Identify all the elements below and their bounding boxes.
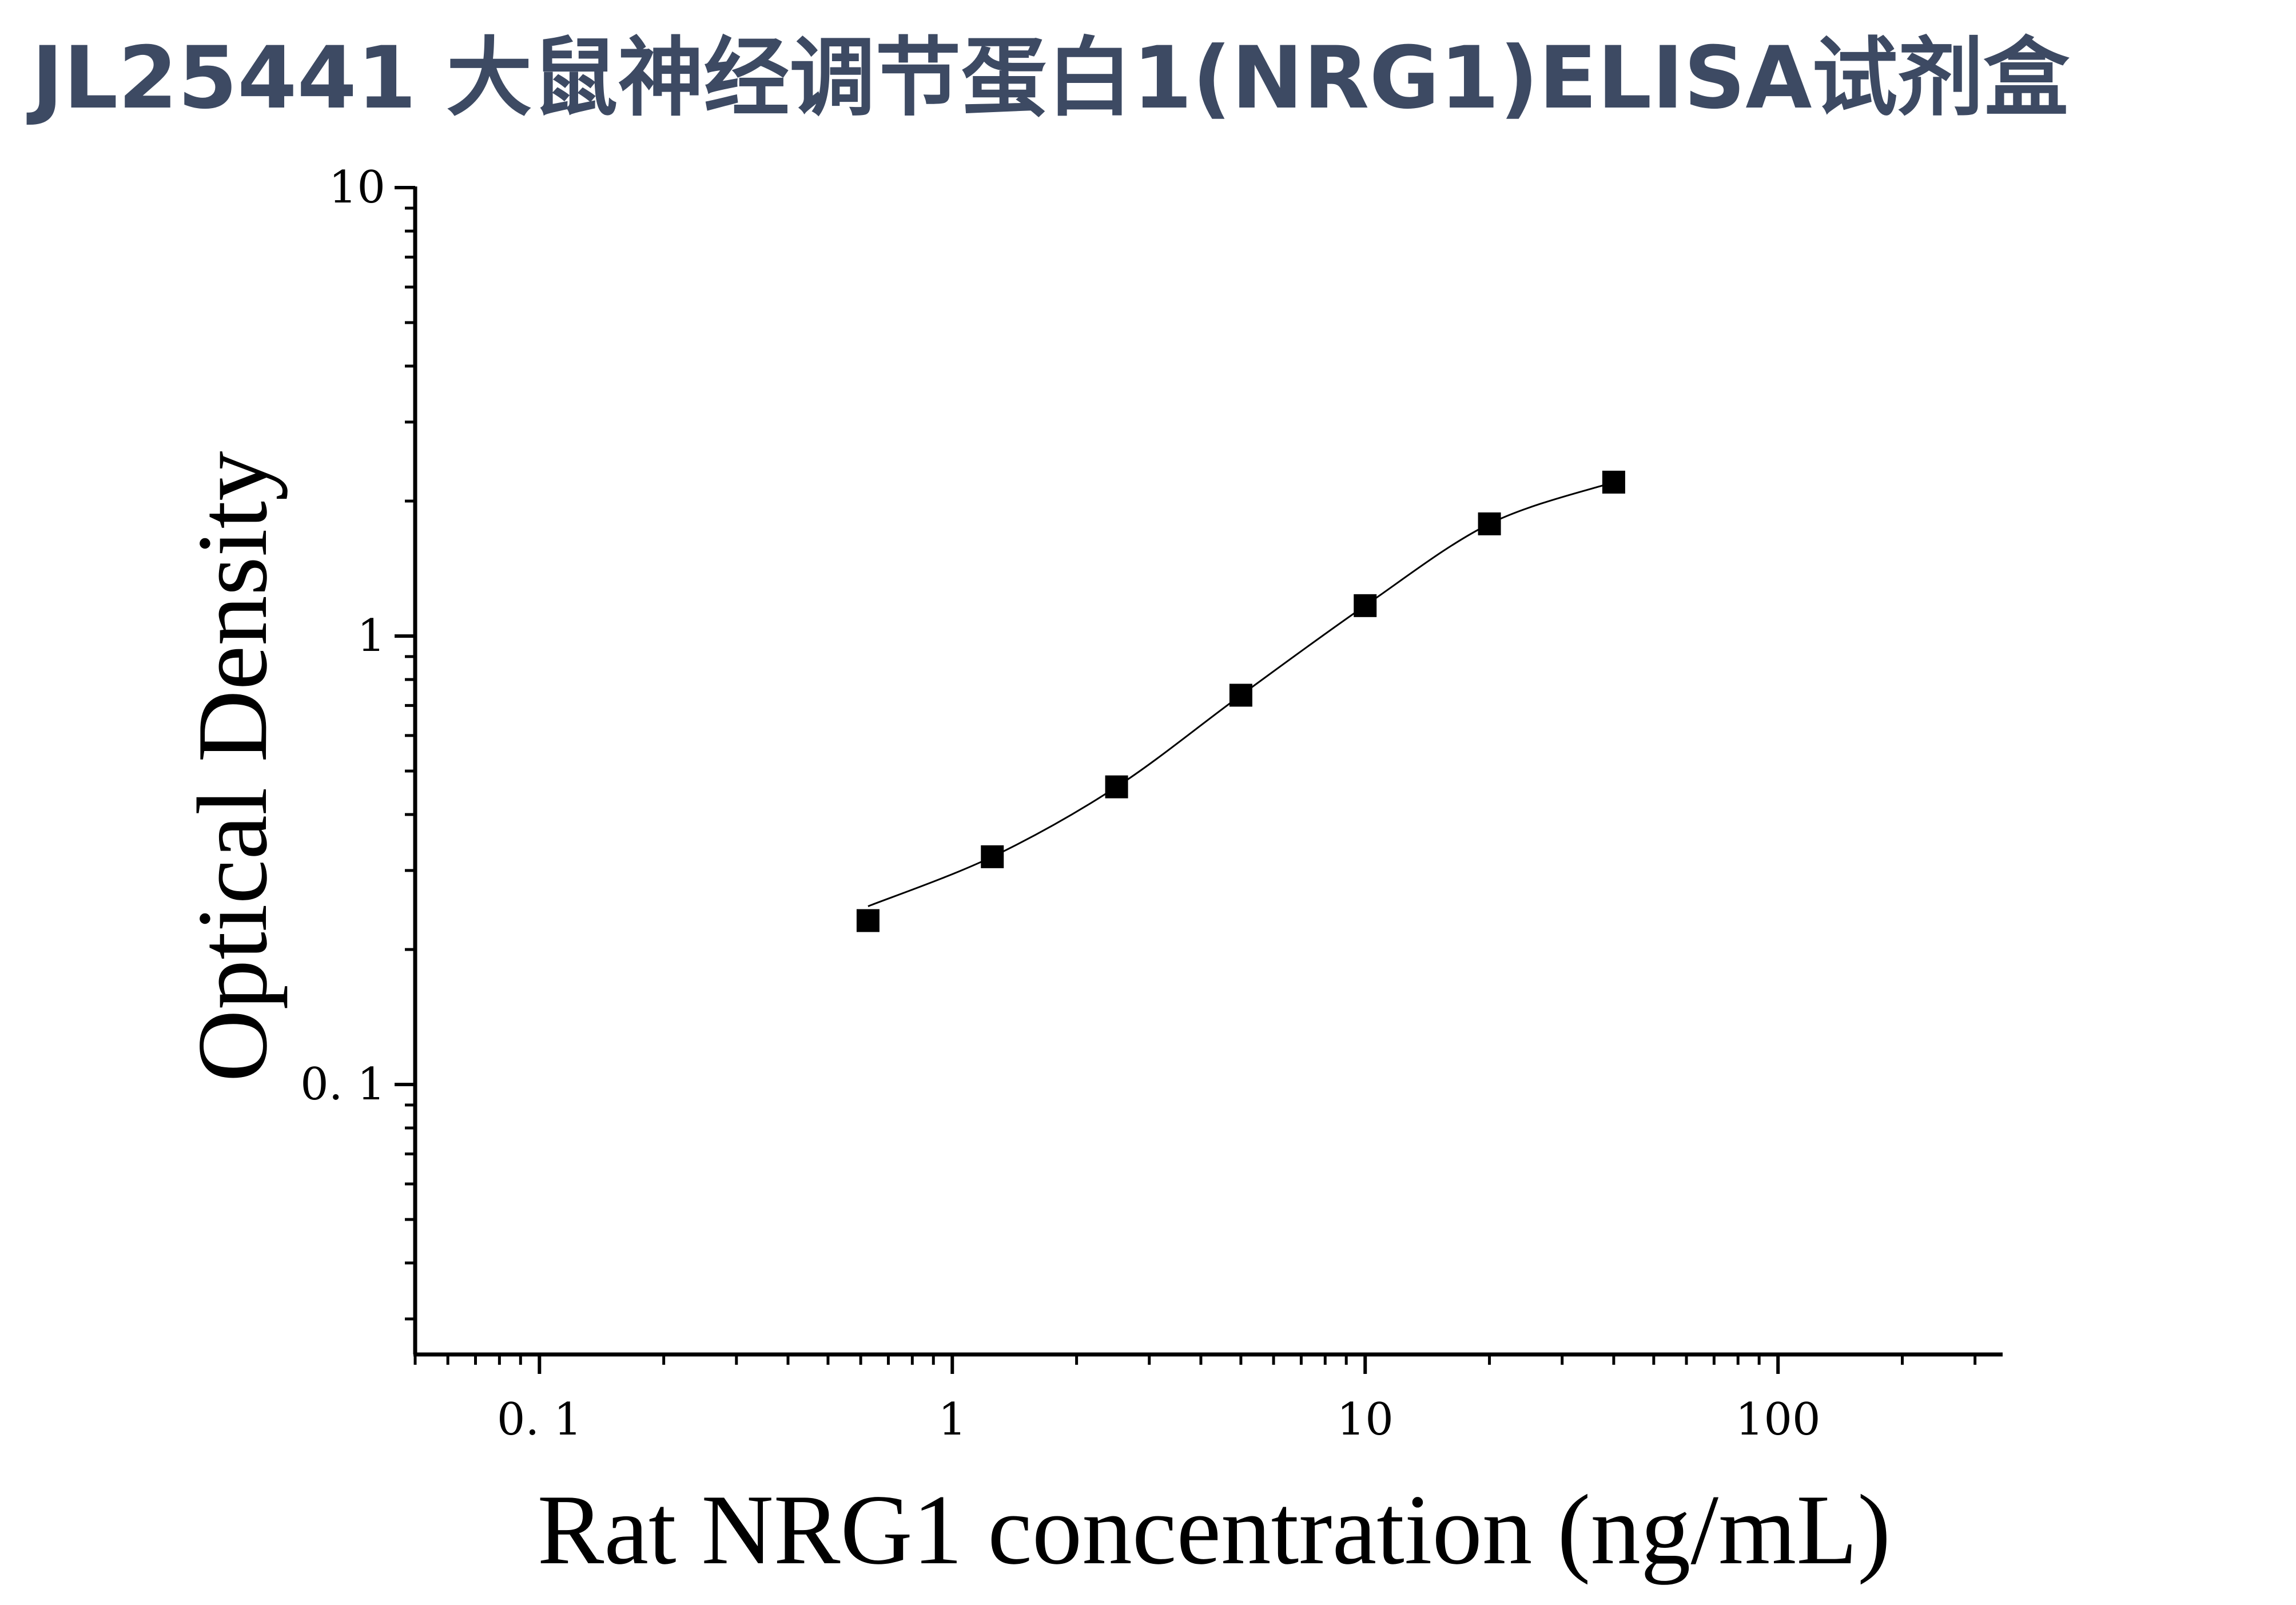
data-point (1354, 594, 1377, 617)
x-axis-label: Rat NRG1 concentration (ng/mL) (538, 1474, 1891, 1585)
data-point (1229, 684, 1252, 707)
y-tick-label: 10 (329, 162, 385, 213)
data-point (981, 845, 1004, 868)
data-point (856, 909, 880, 932)
data-point (1478, 512, 1501, 535)
axes: 0. 1 1 10 100 0. 1 1 10 (300, 162, 2003, 1445)
y-tick-label: 0. 1 (300, 1059, 385, 1110)
y-tick-label: 1 (357, 610, 385, 662)
x-tick-label: 1 (938, 1394, 966, 1445)
chart-title: JL25441 大鼠神经调节蛋白1(NRG1)ELISA试剂盒 (26, 29, 2070, 128)
data-point (1602, 470, 1625, 494)
data-point (1105, 775, 1128, 798)
y-axis-label: Optical Density (177, 451, 288, 1082)
x-tick-label: 10 (1337, 1394, 1394, 1445)
data-points (856, 470, 1625, 932)
x-tick-label: 100 (1736, 1394, 1821, 1445)
x-tick-label: 0. 1 (497, 1394, 582, 1445)
